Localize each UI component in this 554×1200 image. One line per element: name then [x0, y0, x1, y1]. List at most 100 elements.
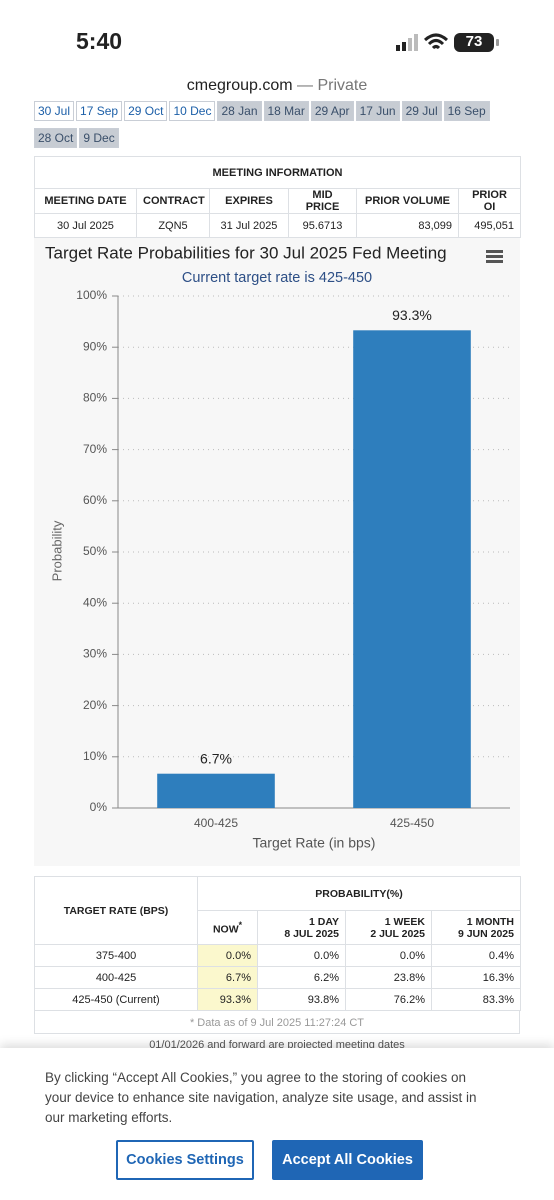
meeting-tab[interactable]: 10 Dec [169, 101, 216, 121]
cell: 93.3% [197, 988, 258, 1011]
data-label: 6.7% [200, 750, 232, 766]
cell: 6.2% [257, 966, 346, 989]
column-header: 1 MONTH 9 JUN 2025 [431, 910, 521, 945]
signal [402, 42, 406, 51]
row: 400-425 6.7% 6.2% 23.8% 16.3% [34, 966, 521, 989]
cell: 23.8% [345, 966, 432, 989]
x-tick-label: 425-450 [390, 816, 434, 830]
y-tick-label: 50% [83, 544, 107, 558]
cell: 16.3% [431, 966, 521, 989]
cell: ZQN5 [136, 213, 210, 238]
y-tick-label: 0% [90, 800, 108, 814]
meeting-tab[interactable]: 29 Jul [401, 101, 442, 121]
meeting-tab[interactable]: 28 Oct [34, 128, 78, 148]
battery-level: 73 [465, 33, 483, 50]
meeting-tab[interactable]: 18 Mar [263, 101, 309, 121]
meeting-tab[interactable]: 17 Sep [76, 101, 123, 121]
url-bar[interactable]: cmegroup.com — Private [0, 77, 554, 95]
meeting-tab[interactable]: 16 Sep [443, 101, 490, 121]
status-time: 5:40 [76, 28, 123, 54]
wifi [423, 33, 449, 50]
cell: 400-425 [34, 966, 198, 989]
column-date: 2 JUL 2025 [370, 927, 425, 940]
menu-bar [486, 260, 503, 263]
column-date: 8 JUL 2025 [284, 927, 339, 940]
cookie-text: By clicking “Accept All Cookies,” you ag… [45, 1070, 477, 1125]
column-header: 1 WEEK 2 JUL 2025 [345, 910, 432, 945]
y-tick-label: 30% [83, 647, 107, 661]
cell: 495,051 [458, 213, 521, 238]
accept-cookies-button[interactable]: Accept All Cookies [272, 1140, 423, 1180]
cell: 0.0% [345, 944, 432, 967]
cell: 0.4% [431, 944, 521, 967]
row: TARGET RATE (BPS) PROBABILITY(%) [34, 876, 521, 945]
y-tick-label: 40% [83, 595, 107, 609]
chart: Target Rate Probabilities for 30 Jul 202… [45, 243, 510, 851]
url-mode: — Private [297, 77, 368, 94]
column-title: 1 WEEK [384, 915, 425, 928]
signal [414, 34, 418, 51]
column-header: PRIOR OI [458, 188, 521, 214]
column-note: * [238, 919, 243, 930]
column-date: 9 JUN 2025 [457, 927, 514, 940]
meeting-tab[interactable]: 17 Jun [355, 101, 400, 121]
chart-subtitle: Current target rate is 425-450 [182, 270, 372, 286]
meeting-info-table: MEETING INFORMATION MEETING DATE CONTRACT E… [34, 156, 521, 238]
signal [396, 45, 400, 51]
bar [353, 330, 471, 808]
table-title: MEETING INFORMATION [34, 156, 521, 189]
row: 30 Jul 2025 ZQN5 31 Jul 2025 95.6713 83,099 4… [34, 213, 521, 238]
menu-bar [486, 255, 503, 258]
cell: 6.7% [197, 966, 258, 989]
column-header: MID PRICE [288, 188, 357, 214]
row: MEETING INFORMATION [34, 156, 521, 189]
menu-icon[interactable] [486, 250, 503, 263]
meeting-tab[interactable]: 29 Apr [310, 101, 354, 121]
cell: 425-450 (Current) [34, 988, 198, 1011]
battery [454, 33, 494, 52]
signal [408, 38, 412, 51]
bar [157, 773, 275, 808]
column-header: MEETING DATE [34, 188, 137, 214]
cell: 83.3% [431, 988, 521, 1011]
y-tick-label: 70% [83, 442, 107, 456]
menu-bar [486, 250, 503, 253]
x-tick-label: 400-425 [194, 816, 238, 830]
url-domain: cmegroup.com [186, 77, 293, 94]
y-tick-label: 10% [83, 749, 107, 763]
column-title: 1 DAY [309, 915, 339, 928]
row: 375-400 0.0% 0.0% 0.0% 0.4% [34, 944, 521, 967]
column-title: NOW [212, 923, 239, 936]
column-header: CONTRACT [136, 188, 210, 214]
y-axis-title: Probability [49, 520, 64, 581]
column-header: PRIOR VOLUME [356, 188, 459, 214]
battery-tip [496, 39, 499, 46]
footnote: * Data as of 9 Jul 2025 11:27:24 CT [34, 1010, 520, 1034]
cell: 30 Jul 2025 [34, 213, 137, 238]
column-header: 1 DAY 8 JUL 2025 [257, 910, 346, 945]
column-header: EXPIRES [209, 188, 289, 214]
cell: 31 Jul 2025 [209, 213, 289, 238]
cookies-settings-button[interactable]: Cookies Settings [116, 1140, 254, 1180]
meeting-tab[interactable]: 28 Jan [217, 101, 262, 121]
data-label: 93.3% [392, 307, 432, 323]
y-tick-label: 100% [76, 288, 107, 302]
cell: 76.2% [345, 988, 432, 1011]
cell: 93.8% [257, 988, 346, 1011]
meeting-tab[interactable]: 29 Oct [124, 101, 168, 121]
meeting-tab[interactable]: 30 Jul [34, 101, 75, 121]
y-tick-label: 90% [83, 339, 107, 353]
status-icons [396, 33, 499, 52]
cell: 0.0% [197, 944, 258, 967]
y-tick-label: 80% [83, 391, 107, 405]
probability-table: TARGET RATE (BPS) PROBABILITY(%) NOW* 1 DAY… [34, 876, 521, 1011]
meeting-tab[interactable]: 9 Dec [79, 128, 119, 148]
chart-panel: Target Rate Probabilities for 30 Jul 202… [34, 238, 520, 866]
cell: 375-400 [34, 944, 198, 967]
column-header: NOW* [197, 910, 258, 945]
chart-title: Target Rate Probabilities for 30 Jul 202… [45, 243, 447, 262]
meeting-tabs: 30 Jul 17 Sep 29 Oct 10 Dec 28 Jan 18 Mar 29 A… [34, 101, 514, 148]
y-tick-label: 20% [83, 698, 107, 712]
